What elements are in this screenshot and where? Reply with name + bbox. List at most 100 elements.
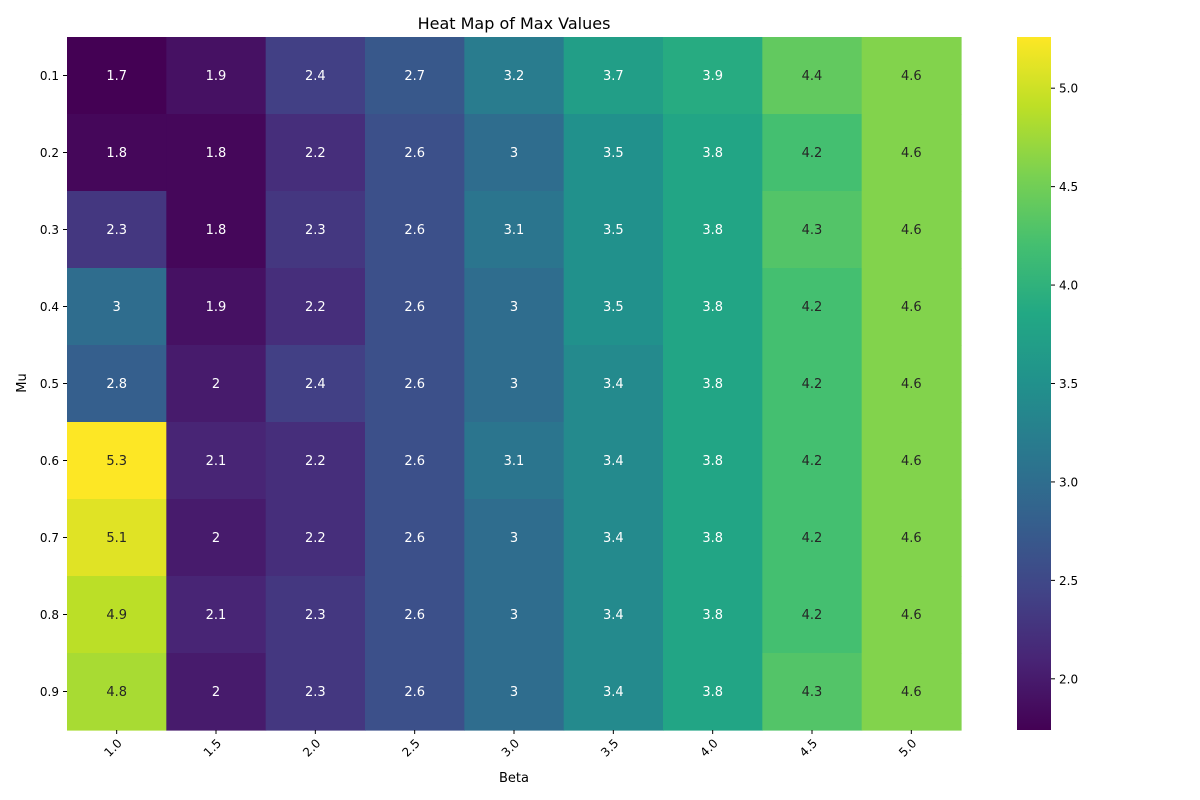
x-tick-label: 3.5 <box>598 736 621 759</box>
heatmap-cell-value: 2.6 <box>404 300 425 315</box>
heatmap-cell <box>563 37 664 115</box>
heatmap-cell <box>265 345 366 423</box>
heatmap-cell <box>265 499 366 577</box>
colorbar-tick-label: 3.0 <box>1059 475 1078 489</box>
heatmap-cell-value: 3.1 <box>504 454 525 469</box>
heatmap-cell-value: 4.6 <box>901 685 922 700</box>
x-tick-label: 3.0 <box>499 736 522 759</box>
heatmap-cell-value: 5.3 <box>106 454 127 469</box>
heatmap-cell-value: 3.4 <box>603 608 624 623</box>
heatmap-cell <box>563 422 664 500</box>
heatmap-cell-value: 3.1 <box>504 223 525 238</box>
heatmap-cell-value: 3 <box>510 685 518 700</box>
heatmap-cell-value: 4.6 <box>901 377 922 392</box>
heatmap-cell-value: 4.4 <box>802 69 823 84</box>
heatmap-cell <box>166 37 267 115</box>
y-axis-ticks: 0.1 0.2 0.3 0.4 0.5 0.6 0.7 0.8 0.9 <box>40 69 67 699</box>
heatmap-cell-value: 4.9 <box>106 608 127 623</box>
heatmap-cell-value: 2.3 <box>106 223 127 238</box>
heatmap-cell <box>166 499 267 577</box>
heatmap-cell <box>365 191 465 269</box>
heatmap-cell <box>663 37 763 115</box>
x-axis-ticks: 1.0 1.5 2.0 2.5 3.0 3.5 4.0 4.5 5.0 <box>101 730 919 760</box>
heatmap-cell-value: 2.2 <box>305 454 326 469</box>
heatmap-cell <box>464 191 565 269</box>
heatmap-cell <box>464 268 565 346</box>
heatmap-cell <box>265 268 366 346</box>
heatmap-cell-value: 1.9 <box>206 69 227 84</box>
colorbar-ticks: 2.0 2.5 3.0 3.5 4.0 4.5 5.0 <box>1051 82 1078 686</box>
heatmap-cell-value: 3.8 <box>702 685 723 700</box>
y-tick-label: 0.9 <box>40 685 59 699</box>
colorbar-tick-label: 3.5 <box>1059 377 1078 391</box>
heatmap-cell-value: 2.2 <box>305 146 326 161</box>
heatmap-cell-value: 1.8 <box>206 223 227 238</box>
heatmap-cell <box>861 268 962 346</box>
heatmap-cell-value: 1.8 <box>106 146 127 161</box>
heatmap-cell <box>861 422 962 500</box>
heatmap-cell <box>762 576 863 654</box>
heatmap-cell <box>365 37 465 115</box>
heatmap-cell <box>166 268 267 346</box>
heatmap-cell <box>762 114 863 192</box>
heatmap-cell-value: 3.2 <box>504 69 525 84</box>
heatmap-cell <box>166 576 267 654</box>
heatmap-cell-value: 1.8 <box>206 146 227 161</box>
heatmap-cell <box>563 191 664 269</box>
heatmap-cell-value: 3.4 <box>603 685 624 700</box>
heatmap-cell <box>464 114 565 192</box>
y-axis-label: Mu <box>15 373 30 392</box>
heatmap-cell <box>365 345 465 423</box>
heatmap-cell <box>67 114 167 192</box>
heatmap-cell-value: 2.8 <box>106 377 127 392</box>
heatmap-cell-value: 3.8 <box>702 454 723 469</box>
heatmap-cell <box>861 653 962 731</box>
heatmap-cell <box>464 576 565 654</box>
heatmap-cell <box>861 191 962 269</box>
heatmap-cell-value: 2.6 <box>404 377 425 392</box>
y-tick-label: 0.1 <box>40 69 59 83</box>
heatmap-cell <box>861 576 962 654</box>
y-tick-label: 0.3 <box>40 223 59 237</box>
heatmap-cell-value: 3.9 <box>702 69 723 84</box>
heatmap-cell-value: 2 <box>212 685 220 700</box>
heatmap-cell-value: 2.6 <box>404 531 425 546</box>
heatmap-cell-value: 2.6 <box>404 223 425 238</box>
heatmap-cell-value: 3.4 <box>603 531 624 546</box>
heatmap-cell <box>861 37 962 115</box>
heatmap-cell <box>663 422 763 500</box>
heatmap-cell-value: 2 <box>212 531 220 546</box>
heatmap-cell <box>67 268 167 346</box>
heatmap-cell <box>464 422 565 500</box>
heatmap-cell-value: 2.6 <box>404 608 425 623</box>
y-tick-label: 0.4 <box>40 300 59 314</box>
x-tick-label: 4.0 <box>697 736 720 759</box>
heatmap-cell-value: 3 <box>510 300 518 315</box>
heatmap-cell <box>365 114 465 192</box>
heatmap-cell-value: 2.6 <box>404 454 425 469</box>
colorbar-tick-label: 5.0 <box>1059 82 1078 96</box>
heatmap-cell-value: 4.3 <box>802 685 823 700</box>
heatmap-cell-value: 4.2 <box>802 146 823 161</box>
y-tick-label: 0.5 <box>40 377 59 391</box>
heatmap-cell-value: 3 <box>113 300 121 315</box>
chart-title: Heat Map of Max Values <box>418 14 611 33</box>
y-tick-label: 0.6 <box>40 454 59 468</box>
y-tick-label: 0.8 <box>40 608 59 622</box>
heatmap-cell <box>265 653 366 731</box>
heatmap-cell <box>67 653 167 731</box>
colorbar <box>1017 37 1051 730</box>
heatmap-cell <box>563 268 664 346</box>
heatmap-cell-value: 4.8 <box>106 685 127 700</box>
heatmap-cell-value: 2.3 <box>305 223 326 238</box>
heatmap-cell <box>663 345 763 423</box>
heatmap-cell <box>563 345 664 423</box>
heatmap-cell-value: 3.5 <box>603 146 624 161</box>
heatmap-cell-value: 3.8 <box>702 300 723 315</box>
y-tick-label: 0.7 <box>40 531 59 545</box>
heatmap-cell <box>464 37 565 115</box>
heatmap-cell <box>464 345 565 423</box>
heatmap-cell-value: 3 <box>510 608 518 623</box>
heatmap-cell <box>663 268 763 346</box>
